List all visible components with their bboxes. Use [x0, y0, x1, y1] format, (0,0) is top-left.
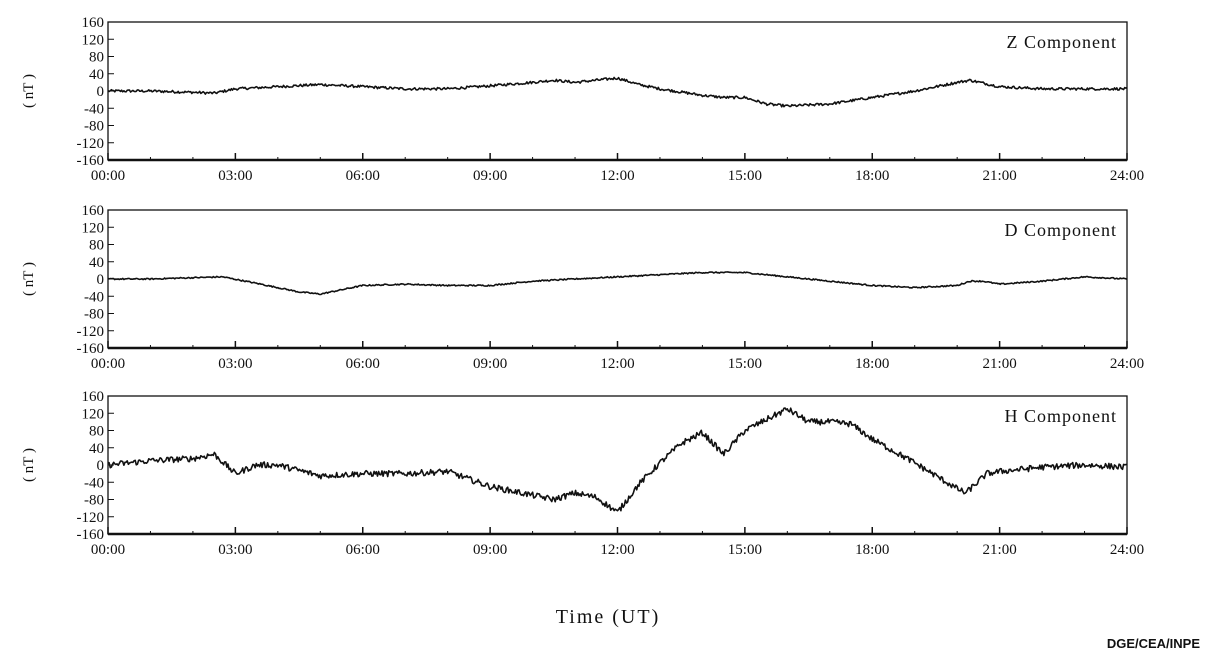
x-tick-label: 15:00 — [728, 356, 762, 372]
y-tick-label: -80 — [84, 307, 104, 323]
series-line — [107, 271, 1128, 296]
y-tick-label: 80 — [89, 50, 104, 66]
y-axis-label: ( nT ) — [21, 262, 37, 296]
y-tick-label: -160 — [77, 527, 105, 543]
y-tick-label: -120 — [77, 136, 105, 152]
y-tick-label: 0 — [97, 458, 105, 474]
x-tick-label: 12:00 — [600, 542, 634, 558]
x-tick-label: 15:00 — [728, 168, 762, 184]
y-tick-label: 160 — [82, 15, 105, 31]
x-tick-label: 18:00 — [855, 168, 889, 184]
x-tick-label: 06:00 — [346, 542, 380, 558]
y-tick-label: -80 — [84, 493, 104, 509]
plot-frame — [107, 21, 1128, 161]
x-tick-label: 00:00 — [91, 542, 125, 558]
y-tick-label: -120 — [77, 324, 105, 340]
x-tick-label: 09:00 — [473, 356, 507, 372]
x-tick-label: 18:00 — [855, 542, 889, 558]
y-tick-label: 80 — [89, 424, 104, 440]
y-tick-label: -160 — [77, 341, 105, 357]
x-tick-label: 03:00 — [218, 542, 252, 558]
y-axis-label: ( nT ) — [21, 74, 37, 108]
x-tick-label: 24:00 — [1110, 168, 1144, 184]
x-tick-label: 03:00 — [218, 356, 252, 372]
x-tick-label: 09:00 — [473, 168, 507, 184]
x-tick-label: 24:00 — [1110, 542, 1144, 558]
panel-title: H Component — [1005, 406, 1118, 426]
y-tick-label: -160 — [77, 153, 105, 169]
x-tick-label: 06:00 — [346, 168, 380, 184]
y-tick-label: 0 — [97, 272, 105, 288]
y-tick-label: 120 — [82, 406, 105, 422]
y-tick-label: 40 — [89, 255, 104, 271]
panel-title: Z Component — [1007, 32, 1118, 52]
x-tick-label: 18:00 — [855, 356, 889, 372]
y-tick-label: -40 — [84, 101, 104, 117]
x-tick-label: 09:00 — [473, 542, 507, 558]
x-tick-label: 21:00 — [983, 168, 1017, 184]
x-tick-label: 12:00 — [600, 356, 634, 372]
y-tick-label: -80 — [84, 119, 104, 135]
y-tick-label: -120 — [77, 510, 105, 526]
y-tick-label: 40 — [89, 67, 104, 83]
y-tick-label: 40 — [89, 441, 104, 457]
y-tick-label: 80 — [89, 238, 104, 254]
x-tick-label: 00:00 — [91, 168, 125, 184]
x-tick-label: 15:00 — [728, 542, 762, 558]
series-line — [107, 407, 1128, 512]
y-tick-label: 120 — [82, 220, 105, 236]
x-axis-label: Time (UT) — [555, 606, 661, 628]
y-tick-label: 160 — [82, 203, 105, 219]
plot-frame — [107, 209, 1128, 349]
x-tick-label: 21:00 — [983, 356, 1017, 372]
series-line — [107, 76, 1128, 108]
y-tick-label: 120 — [82, 32, 105, 48]
y-tick-label: 0 — [97, 84, 105, 100]
panel-title: D Component — [1005, 220, 1118, 240]
x-tick-label: 21:00 — [983, 542, 1017, 558]
y-tick-label: 160 — [82, 389, 105, 405]
x-tick-label: 03:00 — [218, 168, 252, 184]
credit-label: DGE/CEA/INPE — [1106, 636, 1200, 651]
x-tick-label: 00:00 — [91, 356, 125, 372]
y-tick-label: -40 — [84, 475, 104, 491]
y-axis-label: ( nT ) — [21, 448, 37, 482]
x-tick-label: 12:00 — [600, 168, 634, 184]
y-tick-label: -40 — [84, 289, 104, 305]
x-tick-label: 06:00 — [346, 356, 380, 372]
x-tick-label: 24:00 — [1110, 356, 1144, 372]
